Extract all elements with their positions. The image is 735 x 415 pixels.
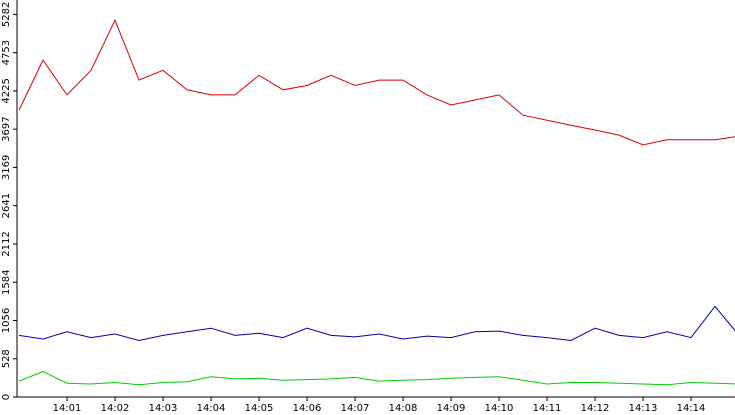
x-tick-label: 14:03: [149, 403, 178, 414]
x-tick-label: 14:06: [293, 403, 322, 414]
series-line: [18, 305, 735, 342]
y-tick-label: 2641: [1, 193, 12, 218]
x-tick-label: 14:04: [197, 403, 226, 414]
x-tick-label: 14:10: [485, 403, 514, 414]
x-tick-label: 14:14: [677, 403, 706, 414]
y-tick-label: 1584: [1, 270, 12, 295]
y-tick-label: 4225: [1, 78, 12, 103]
y-tick-label: 2112: [1, 231, 12, 256]
x-tick-label: 14:13: [629, 403, 658, 414]
x-tick-label: 14:11: [533, 403, 562, 414]
x-tick-label: 14:09: [437, 403, 466, 414]
y-tick-label: 1056: [1, 308, 12, 333]
x-tick-label: 14:02: [101, 403, 130, 414]
y-tick-label: 0: [1, 394, 12, 400]
series-line: [18, 371, 735, 386]
x-tick-label: 14:12: [581, 403, 610, 414]
x-tick-label: 14:07: [341, 403, 370, 414]
y-tick-label: 528: [1, 349, 12, 368]
series-line: [18, 19, 735, 146]
y-tick-label: 3169: [1, 155, 12, 180]
x-tick-label: 14:01: [53, 403, 82, 414]
x-tick-label: 14:08: [389, 403, 418, 414]
y-tick-label: 5282: [1, 2, 12, 27]
y-tick-label: 3697: [1, 116, 12, 141]
y-tick-label: 4753: [1, 40, 12, 65]
x-tick-label: 14:05: [245, 403, 274, 414]
